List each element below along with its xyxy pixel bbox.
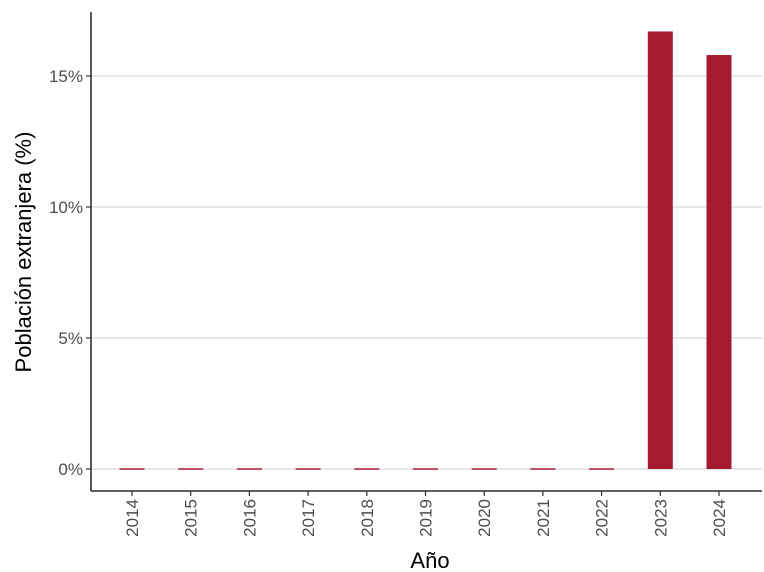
x-axis-title: Año	[410, 548, 449, 572]
bar	[706, 55, 732, 469]
x-tick-label: 2021	[534, 499, 553, 537]
x-tick-label: 2018	[358, 499, 377, 537]
x-tick-label: 2016	[240, 499, 259, 537]
y-axis-title: Población extranjera (%)	[11, 132, 36, 373]
x-tick-label: 2017	[299, 499, 318, 537]
y-tick-label: 15%	[49, 67, 83, 86]
axes	[90, 12, 762, 492]
bar	[647, 31, 673, 470]
x-tick-label: 2019	[417, 499, 436, 537]
y-tick-label: 0%	[58, 460, 83, 479]
x-tick-label: 2014	[123, 499, 142, 537]
x-tick-label: 2015	[182, 499, 201, 537]
y-tick-label: 10%	[49, 198, 83, 217]
x-tick-label: 2023	[651, 499, 670, 537]
y-tick-label: 5%	[58, 329, 83, 348]
x-tick-label: 2020	[475, 499, 494, 537]
bars	[119, 31, 732, 470]
x-tick-label: 2022	[593, 499, 612, 537]
x-axis-ticks: 2014 2015 2016 2017 2018 2019 2020 2021 2022 2023…	[123, 491, 729, 537]
x-tick-label: 2024	[710, 499, 729, 537]
y-axis-ticks: 0% 5% 10% 15%	[49, 67, 91, 479]
